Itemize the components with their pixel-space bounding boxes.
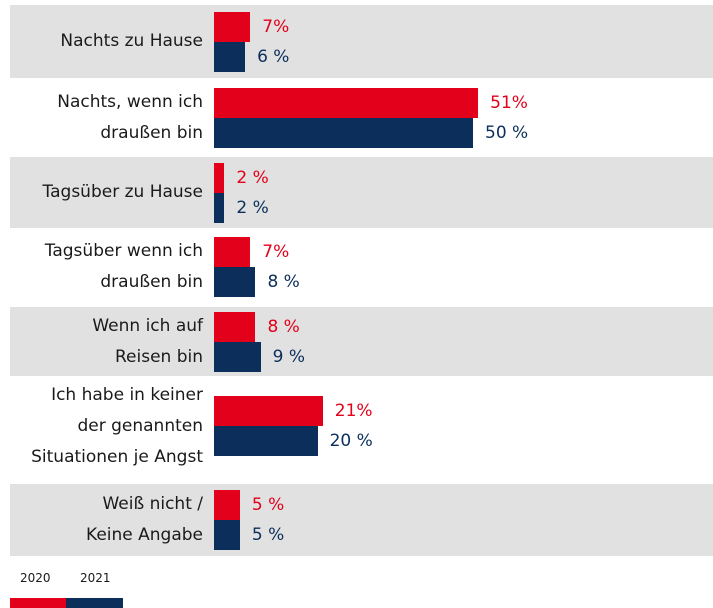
bar bbox=[214, 490, 240, 520]
bar bbox=[214, 41, 246, 72]
bar bbox=[214, 396, 323, 426]
value-label: 21% bbox=[334, 401, 373, 421]
legend-label: 2020 bbox=[20, 571, 51, 585]
bar bbox=[214, 520, 240, 550]
value-label: 51% bbox=[490, 92, 528, 113]
value-label: 20 % bbox=[329, 431, 373, 451]
value-label: 8 % bbox=[267, 316, 300, 337]
category-label: Nachts zu Hause bbox=[60, 31, 203, 51]
value-label: 8 % bbox=[267, 271, 300, 292]
category-label: Tagsüber zu Hause bbox=[42, 182, 203, 202]
category-label: Tagsüber wenn ich draußen bin bbox=[44, 240, 203, 292]
value-label: 2 % bbox=[236, 167, 269, 188]
legend-swatch bbox=[66, 598, 123, 608]
bar bbox=[214, 266, 256, 297]
row-band bbox=[10, 382, 713, 470]
value-label: 5 % bbox=[251, 495, 285, 515]
bar bbox=[214, 162, 225, 193]
value-label: 7% bbox=[262, 16, 290, 37]
legend-label: 2021 bbox=[80, 571, 111, 585]
row-band bbox=[10, 307, 713, 376]
value-label: 50 % bbox=[485, 122, 529, 143]
value-label: 6 % bbox=[257, 46, 290, 67]
bar bbox=[214, 426, 318, 456]
bar bbox=[214, 311, 256, 342]
legend-swatch bbox=[10, 598, 66, 608]
value-label: 5 % bbox=[251, 525, 285, 545]
value-label: 2 % bbox=[236, 197, 269, 218]
bar bbox=[214, 87, 479, 118]
value-label: 7% bbox=[262, 241, 290, 262]
row-band bbox=[10, 157, 713, 228]
bar bbox=[214, 341, 261, 372]
bar bbox=[214, 117, 473, 148]
category-label: Ich habe in keiner der genannten Situati… bbox=[31, 384, 203, 467]
bar bbox=[214, 192, 225, 223]
category-label: Weiß nicht / Keine Angabe bbox=[86, 494, 203, 545]
category-label: Wenn ich auf Reisen bin bbox=[92, 315, 203, 367]
row-band bbox=[10, 484, 713, 556]
row-band bbox=[10, 5, 713, 78]
category-label: Nachts, wenn ich draußen bin bbox=[57, 91, 203, 143]
bar bbox=[214, 11, 251, 42]
row-band bbox=[10, 232, 713, 301]
value-label: 9 % bbox=[272, 346, 305, 367]
bar bbox=[214, 236, 251, 267]
